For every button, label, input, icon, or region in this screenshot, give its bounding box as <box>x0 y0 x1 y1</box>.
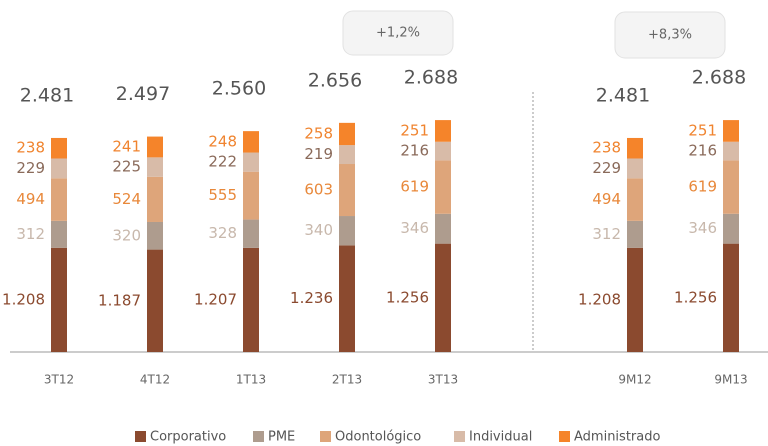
legend-label: Administrado <box>574 430 660 445</box>
data-label: 1.256 <box>386 288 429 306</box>
data-label: 219 <box>304 145 333 163</box>
data-label: 1.208 <box>2 290 45 308</box>
data-label: 216 <box>400 142 429 160</box>
bar-segment <box>627 178 643 221</box>
bar-segment <box>723 213 739 244</box>
bar-segment <box>243 219 259 248</box>
data-label: 320 <box>112 226 141 244</box>
data-label: 555 <box>208 186 237 204</box>
total-label: 2.688 <box>404 67 458 89</box>
legend-swatch <box>253 431 264 442</box>
bar-segment <box>339 245 355 352</box>
x-tick-label: 2T13 <box>332 373 362 387</box>
data-label: 238 <box>592 139 621 157</box>
data-label: 328 <box>208 224 237 242</box>
bar-segment <box>435 141 451 161</box>
data-label: 1.187 <box>98 291 141 309</box>
data-label: 225 <box>112 158 141 176</box>
annotation-box <box>342 10 454 56</box>
bar-segment <box>723 141 739 161</box>
data-label: 241 <box>112 137 141 155</box>
bar-segment <box>147 157 163 177</box>
data-label: 238 <box>16 139 45 157</box>
bar-segment <box>51 178 67 221</box>
data-label: 216 <box>688 142 717 160</box>
bar-segment <box>147 221 163 250</box>
x-tick-label: 3T12 <box>44 373 74 387</box>
bar-segment <box>627 220 643 248</box>
legend-swatch <box>454 431 465 442</box>
total-label: 2.656 <box>308 69 362 91</box>
data-label: 1.208 <box>578 290 621 308</box>
x-tick-label: 4T12 <box>140 373 170 387</box>
data-label: 346 <box>400 219 429 237</box>
bar-segment <box>243 247 259 352</box>
data-label: 494 <box>16 190 45 208</box>
legend-label: Corporativo <box>150 430 226 445</box>
bar-segment <box>243 152 259 172</box>
data-label: 619 <box>400 178 429 196</box>
data-label: 1.256 <box>674 288 717 306</box>
bar-segment <box>627 158 643 179</box>
annotation: +1,2% <box>376 26 420 41</box>
bar-segment <box>147 136 163 158</box>
legend-swatch <box>320 431 331 442</box>
bar-segment <box>627 247 643 352</box>
bar-segment <box>435 243 451 352</box>
legend-label: PME <box>268 430 295 445</box>
bar-segment <box>339 164 355 217</box>
annotation-box <box>614 11 726 59</box>
bar-segment <box>435 213 451 244</box>
data-label: 248 <box>208 132 237 150</box>
data-label: 1.236 <box>290 289 333 307</box>
bar-segment <box>435 120 451 142</box>
bar-segment <box>51 158 67 179</box>
data-label: 312 <box>16 225 45 243</box>
bar-segment <box>147 249 163 352</box>
data-label: 494 <box>592 190 621 208</box>
bar-segment <box>627 137 643 159</box>
bar-segment <box>339 145 355 165</box>
data-label: 346 <box>688 219 717 237</box>
data-label: 524 <box>112 190 141 208</box>
legend-swatch <box>135 431 146 442</box>
total-label: 2.497 <box>116 83 170 105</box>
data-label: 229 <box>16 159 45 177</box>
legend-label: Odontológico <box>335 430 421 445</box>
x-tick-label: 9M12 <box>618 373 651 387</box>
bar-segment <box>147 176 163 222</box>
total-label: 2.688 <box>692 67 746 89</box>
bar-segment <box>243 171 259 220</box>
data-label: 340 <box>304 221 333 239</box>
bar-segment <box>723 120 739 142</box>
data-label: 312 <box>592 225 621 243</box>
data-label: 222 <box>208 153 237 171</box>
x-tick-label: 3T13 <box>428 373 458 387</box>
bar-segment <box>51 137 67 159</box>
annotation: +8,3% <box>648 28 692 43</box>
bar-segment <box>723 243 739 352</box>
bar-segment <box>243 131 259 153</box>
bar-segment <box>339 216 355 246</box>
x-tick-label: 9M13 <box>714 373 747 387</box>
total-label: 2.481 <box>596 84 650 106</box>
data-label: 251 <box>400 121 429 139</box>
data-label: 1.207 <box>194 290 237 308</box>
data-label: 229 <box>592 159 621 177</box>
bar-segment <box>339 122 355 146</box>
data-label: 619 <box>688 178 717 196</box>
total-label: 2.560 <box>212 78 266 100</box>
x-tick-label: 1T13 <box>236 373 266 387</box>
bar-segment <box>723 160 739 214</box>
total-label: 2.481 <box>20 84 74 106</box>
bar-segment <box>435 160 451 214</box>
data-label: 603 <box>304 181 333 199</box>
bar-segment <box>51 220 67 248</box>
legend-label: Individual <box>469 430 532 445</box>
legend-swatch <box>559 431 570 442</box>
data-label: 251 <box>688 121 717 139</box>
bar-segment <box>51 247 67 352</box>
data-label: 258 <box>304 124 333 142</box>
